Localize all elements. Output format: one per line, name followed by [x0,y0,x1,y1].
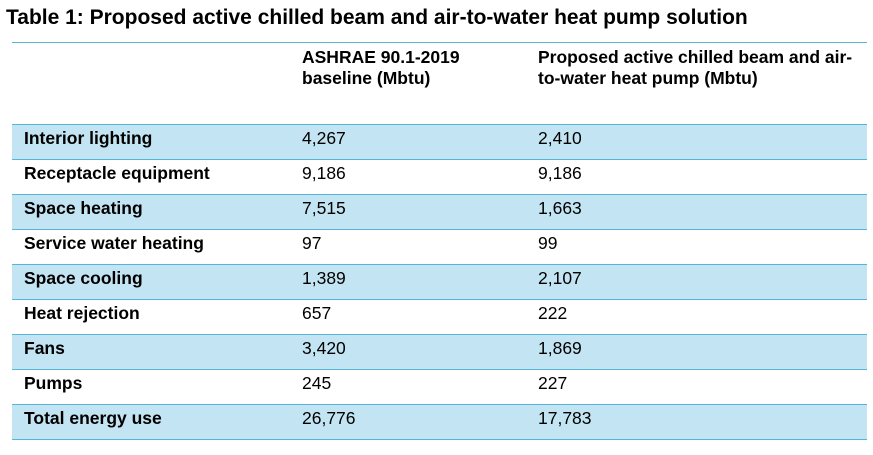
proposed-value: 1,663 [538,198,582,218]
baseline-value: 245 [302,373,332,393]
proposed-value: 2,410 [538,128,582,148]
row-label: Interior lighting [24,128,153,148]
proposed-value: 222 [538,303,568,323]
row-label: Total energy use [24,408,162,428]
row-label: Service water heating [24,233,204,253]
table-total-row: Total energy use 26,776 17,783 [12,405,867,440]
baseline-value: 97 [302,233,322,253]
table-row: Receptacle equipment 9,186 9,186 [12,160,867,195]
proposed-value: 2,107 [538,268,582,288]
proposed-value: 227 [538,373,568,393]
proposed-value: 99 [538,233,558,253]
baseline-value: 9,186 [302,163,346,183]
proposed-value: 17,783 [538,408,592,428]
proposed-value: 1,869 [538,338,582,358]
table-row: Space heating 7,515 1,663 [12,195,867,230]
table-row: Heat rejection 657 222 [12,300,867,335]
energy-use-table: ASHRAE 90.1-2019 baseline (Mbtu) Propose… [12,42,867,440]
table-row: Space cooling 1,389 2,107 [12,265,867,300]
baseline-value: 7,515 [302,198,346,218]
baseline-value: 657 [302,303,332,323]
row-label: Space cooling [24,268,143,288]
row-label: Heat rejection [24,303,140,323]
baseline-value: 1,389 [302,268,346,288]
table-row: Pumps 245 227 [12,370,867,405]
row-label: Fans [24,338,65,358]
table-row: Fans 3,420 1,869 [12,335,867,370]
row-label: Receptacle equipment [24,163,210,183]
proposed-value: 9,186 [538,163,582,183]
row-label: Pumps [24,373,83,393]
table-title: Table 1: Proposed active chilled beam an… [6,6,748,29]
table-header-row: ASHRAE 90.1-2019 baseline (Mbtu) Propose… [12,43,867,125]
baseline-value: 26,776 [302,408,356,428]
baseline-value: 3,420 [302,338,346,358]
table-row: Service water heating 97 99 [12,230,867,265]
header-cell-baseline: ASHRAE 90.1-2019 baseline (Mbtu) [302,47,460,88]
table-row: Interior lighting 4,267 2,410 [12,125,867,160]
header-cell-category [24,43,294,47]
row-label: Space heating [24,198,143,218]
header-cell-proposed: Proposed active chilled beam and air-to-… [538,47,853,88]
baseline-value: 4,267 [302,128,346,148]
